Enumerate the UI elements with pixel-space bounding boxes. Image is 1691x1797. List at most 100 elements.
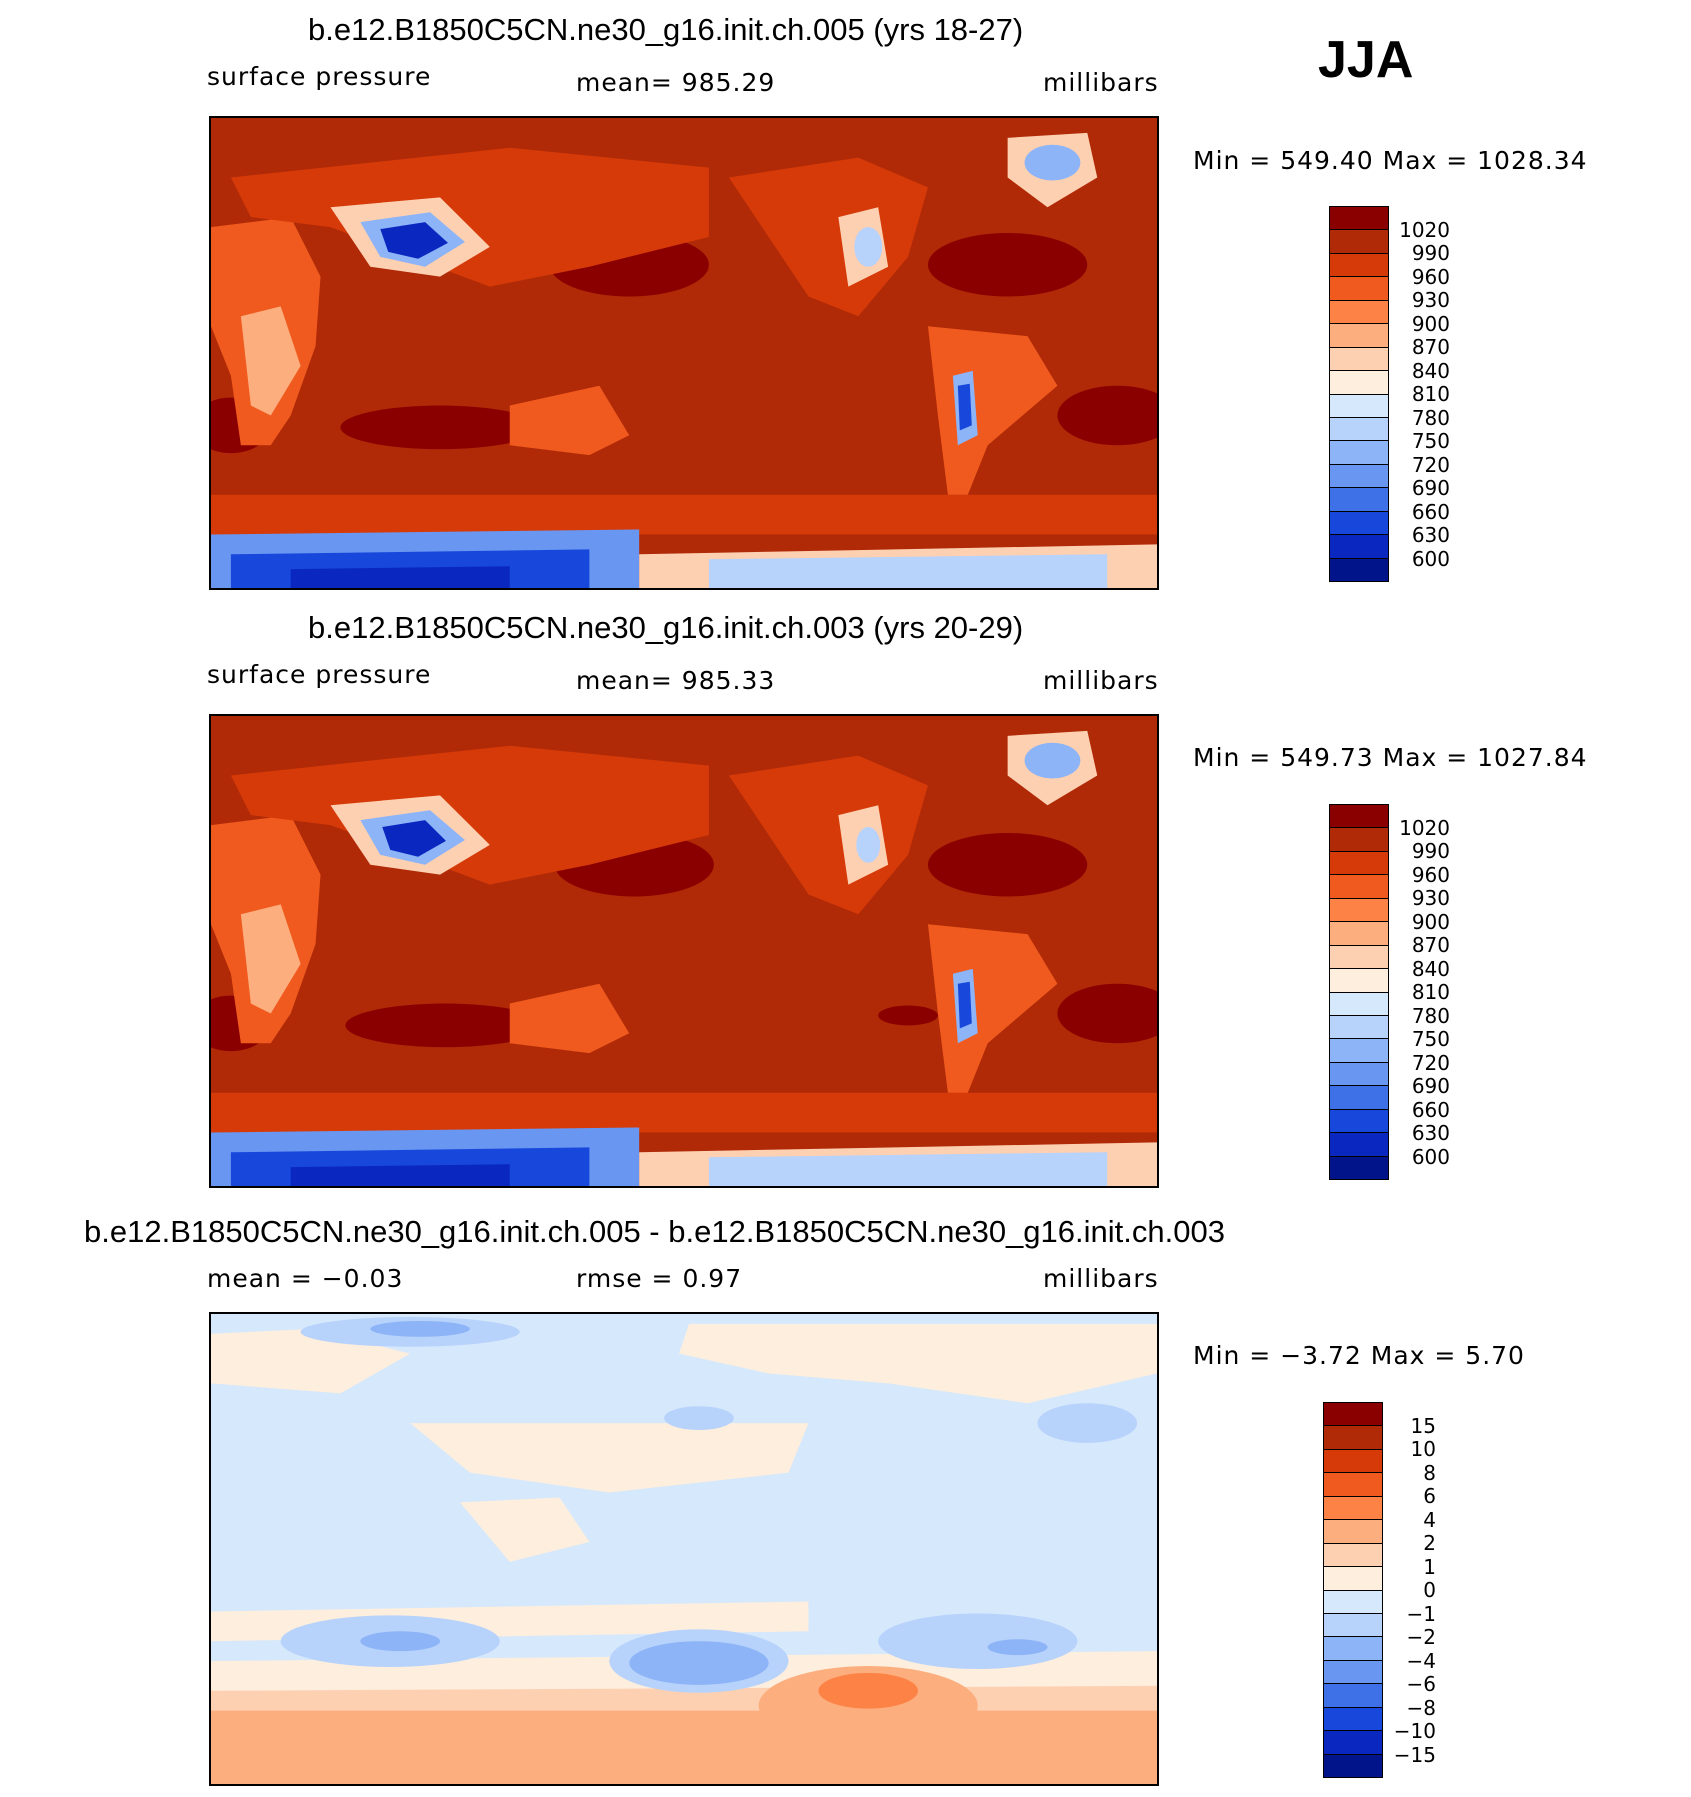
colorbar-tick-label: 690 [1411,476,1450,500]
colorbar-swatch [1330,969,1388,993]
colorbar-tick-label: −10 [1393,1719,1436,1743]
colorbar-swatch [1324,1473,1382,1497]
colorbar-tick-label: 840 [1411,358,1450,383]
panel3-minmax: Min = −3.72 Max = 5.70 [1193,1341,1525,1370]
colorbar-tick-label: 630 [1411,1121,1450,1145]
colorbar-tick-label: 960 [1411,862,1450,887]
panel2-pressure-field [211,716,1157,1186]
colorbar-swatch [1330,992,1388,1016]
colorbar-tick-label: 1 [1423,1554,1436,1579]
colorbar-tick-label: 4 [1423,1507,1436,1532]
colorbar-tick-label: 660 [1411,499,1450,524]
colorbar-swatch [1330,371,1388,395]
colorbar-swatch [1324,1613,1382,1638]
colorbar-swatch [1324,1637,1382,1661]
colorbar-swatch [1330,1133,1388,1157]
panel1-map [209,116,1159,590]
colorbar-tick-label: 1020 [1399,217,1450,242]
colorbar-swatch [1324,1684,1382,1708]
colorbar-tick-label: 750 [1411,1027,1450,1051]
colorbar-swatch [1330,488,1388,512]
panel2-units-label: millibars [1043,666,1159,695]
panel2-map [209,714,1159,1188]
colorbar-tick-label: −15 [1393,1742,1436,1767]
panel3-difference-field [211,1314,1157,1784]
colorbar-swatch [1330,230,1388,254]
panel1-title: b.e12.B1850C5CN.ne30_g16.init.ch.005 (yr… [308,12,1024,47]
colorbar-tick-label: 780 [1411,405,1450,430]
colorbar-tick-label: −6 [1406,1672,1436,1696]
colorbar-swatch [1324,1731,1382,1755]
colorbar-tick-label: 600 [1411,546,1450,571]
colorbar-swatch [1330,898,1388,923]
colorbar-tick-label: 720 [1411,452,1450,477]
colorbar-swatch [1330,253,1388,278]
colorbar-tick-label: 810 [1411,382,1450,406]
colorbar-swatch [1324,1707,1382,1732]
colorbar-tick-label: 2 [1423,1531,1436,1555]
colorbar-swatch [1330,511,1388,536]
colorbar-swatch [1330,535,1388,559]
colorbar-tick-label: 990 [1411,241,1450,265]
colorbar-swatch [1330,324,1388,348]
colorbar-swatch [1330,1156,1388,1179]
panel3-units-label: millibars [1043,1264,1159,1293]
colorbar-swatch [1330,1062,1388,1087]
panel1-colorbar-labels: 1020 990 960 930 900 870 840 810 780 750 720 690 660… [1380,206,1450,582]
colorbar-tick-label: 15 [1410,1413,1436,1438]
colorbar-tick-label: 870 [1411,335,1450,359]
colorbar-tick-label: 6 [1423,1484,1436,1508]
colorbar-swatch [1324,1520,1382,1544]
panel2-minmax: Min = 549.73 Max = 1027.84 [1193,743,1588,772]
colorbar-tick-label: 600 [1411,1144,1450,1169]
panel2-colorbar [1329,804,1389,1180]
colorbar-swatch [1330,464,1388,489]
colorbar-swatch [1330,300,1388,325]
colorbar-tick-label: 900 [1411,909,1450,934]
colorbar-swatch [1330,875,1388,899]
panel1-mean-label: mean= 985.29 [576,68,776,97]
season-label: JJA [1318,31,1414,89]
colorbar-swatch [1330,1039,1388,1063]
panel3-colorbar-labels: 15 10 8 6 4 2 1 0 −1 −2 −4 −6 −8 −10 −15 [1370,1402,1436,1778]
colorbar-swatch [1330,1109,1388,1134]
colorbar-swatch [1330,347,1388,372]
colorbar-swatch [1324,1567,1382,1591]
colorbar-swatch [1330,1086,1388,1110]
colorbar-tick-label: 840 [1411,956,1450,981]
colorbar-tick-label: 0 [1423,1578,1436,1602]
colorbar-swatch [1330,805,1388,829]
colorbar-tick-label: 960 [1411,264,1450,289]
colorbar-tick-label: 930 [1411,288,1450,312]
colorbar-swatch [1324,1754,1382,1777]
colorbar-tick-label: 750 [1411,429,1450,453]
panel2-variable-label: surface pressure [207,660,432,689]
colorbar-swatch [1324,1496,1382,1521]
panel2-colorbar-labels: 1020 990 960 930 900 870 840 810 780 750 720 690 660… [1380,804,1450,1180]
panel1-minmax: Min = 549.40 Max = 1028.34 [1193,146,1588,175]
colorbar-tick-label: 870 [1411,933,1450,957]
colorbar-tick-label: 1020 [1399,815,1450,840]
colorbar-swatch [1324,1403,1382,1427]
colorbar-swatch [1330,207,1388,231]
panel1-units-label: millibars [1043,68,1159,97]
colorbar-tick-label: 930 [1411,886,1450,910]
colorbar-swatch [1330,945,1388,970]
panel3-rmse-label: rmse = 0.97 [576,1264,743,1293]
panel3-title: b.e12.B1850C5CN.ne30_g16.init.ch.005 - b… [84,1214,1225,1249]
colorbar-tick-label: −2 [1406,1625,1436,1649]
colorbar-tick-label: 720 [1411,1050,1450,1075]
panel1-variable-label: surface pressure [207,62,432,91]
panel3-colorbar [1323,1402,1383,1778]
colorbar-swatch [1330,417,1388,442]
panel1-pressure-field [211,118,1157,588]
colorbar-tick-label: −4 [1406,1648,1436,1673]
colorbar-swatch [1330,394,1388,418]
colorbar-tick-label: 10 [1410,1437,1436,1461]
colorbar-swatch [1330,1015,1388,1040]
colorbar-tick-label: 690 [1411,1074,1450,1098]
colorbar-tick-label: 8 [1423,1460,1436,1485]
colorbar-swatch [1330,828,1388,852]
colorbar-tick-label: 990 [1411,839,1450,863]
colorbar-tick-label: −8 [1406,1695,1436,1720]
